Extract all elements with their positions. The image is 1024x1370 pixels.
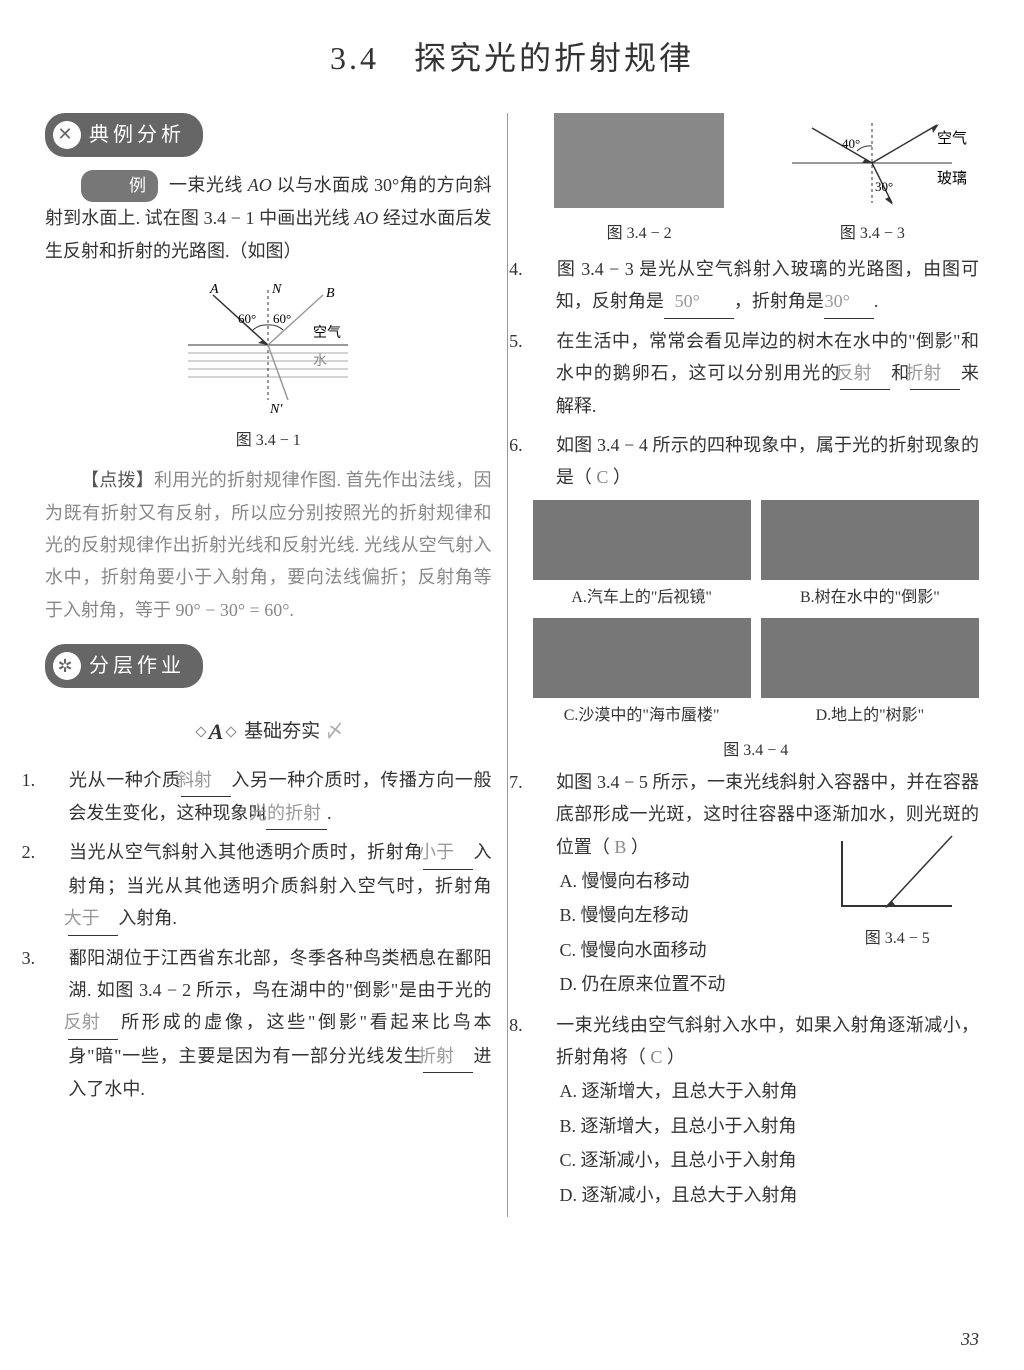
fig-caption-4: 图 3.4 − 4 bbox=[533, 737, 980, 766]
option-row-2: C.沙漠中的"海市蜃楼" D.地上的"树影" bbox=[533, 618, 980, 731]
option-a: A. 逐渐增大，且总大于入射角 bbox=[583, 1075, 979, 1107]
blank-answer: 斜射 bbox=[181, 764, 231, 797]
svg-text:40°: 40° bbox=[842, 136, 860, 151]
mc-answer: C bbox=[596, 467, 608, 487]
tree-icon: ✲ bbox=[53, 652, 81, 680]
mc-answer: B bbox=[614, 837, 626, 857]
photo-placeholder bbox=[533, 500, 751, 580]
photo-placeholder bbox=[761, 618, 979, 698]
svg-text:N': N' bbox=[269, 402, 283, 415]
svg-text:B: B bbox=[326, 286, 335, 301]
option-b: B. 逐渐增大，且总小于入射角 bbox=[583, 1110, 979, 1142]
badge-text-2: 分层作业 bbox=[89, 648, 185, 684]
option-c: C. 逐渐减小，且总小于入射角 bbox=[583, 1144, 979, 1176]
section-badge-examples: ✕ 典例分析 bbox=[45, 113, 203, 157]
mc-answer: C bbox=[650, 1047, 662, 1067]
page-number: 33 bbox=[961, 1323, 979, 1355]
svg-text:60°: 60° bbox=[273, 311, 291, 326]
blank-answer: 小于 bbox=[423, 836, 473, 869]
sub-section-a: A 基础夯实 〆 bbox=[45, 712, 492, 752]
svg-text:30°: 30° bbox=[875, 179, 893, 194]
svg-text:空气: 空气 bbox=[313, 325, 341, 341]
brush-icon: 〆 bbox=[325, 715, 344, 749]
option-a: A.汽车上的"后视镜" bbox=[533, 500, 751, 613]
svg-text:60°: 60° bbox=[238, 311, 256, 326]
container-svg bbox=[832, 831, 962, 913]
svg-text:玻璃: 玻璃 bbox=[937, 170, 967, 187]
option-d: D. 仍在原来位置不动 bbox=[583, 968, 979, 1000]
svg-text:空气: 空气 bbox=[937, 130, 967, 147]
figure-3-4-3: 40° 30° 空气 玻璃 图 3.4 − 3 bbox=[766, 113, 979, 249]
svg-text:N: N bbox=[271, 282, 282, 297]
figure-3-4-5: 图 3.4 − 5 bbox=[839, 831, 979, 954]
right-column: 图 3.4 − 2 40° 30° 空气 玻璃 bbox=[528, 113, 980, 1217]
question-1: 1.光从一种介质斜射入另一种介质时，传播方向一般会发生变化，这种现象叫光的折射. bbox=[45, 764, 492, 831]
option-row-1: A.汽车上的"后视镜" B.树在水中的"倒影" bbox=[533, 500, 980, 613]
figure-3-4-1: A N B N' 60° 60° 空气 水 图 3.4 − 1 bbox=[45, 275, 492, 456]
question-8: 8.一束光线由空气斜射入水中，如果入射角逐渐减小，折射角将（ C ） A. 逐渐… bbox=[533, 1009, 980, 1211]
option-c: C.沙漠中的"海市蜃楼" bbox=[533, 618, 751, 731]
diamond-icon bbox=[195, 726, 206, 737]
blank-answer: 折射 bbox=[423, 1040, 473, 1073]
section-badge-homework: ✲ 分层作业 bbox=[45, 644, 203, 688]
question-2: 2.当光从空气斜射入其他透明介质时，折射角小于入射角；当光从其他透明介质斜射入空… bbox=[45, 836, 492, 935]
blank-answer: 折射 bbox=[910, 357, 960, 390]
fig-caption-1: 图 3.4 − 1 bbox=[45, 427, 492, 456]
two-column-layout: ✕ 典例分析 例 一束光线 AO 以与水面成 30°角的方向斜射到水面上. 试在… bbox=[45, 113, 979, 1217]
badge-text: 典例分析 bbox=[89, 117, 185, 153]
key-icon: ✕ bbox=[53, 121, 81, 149]
photo-placeholder bbox=[533, 618, 751, 698]
option-d: D.地上的"树影" bbox=[761, 618, 979, 731]
diamond-icon bbox=[226, 726, 237, 737]
option-d: D. 逐渐减小，且总大于入射角 bbox=[583, 1179, 979, 1211]
blank-answer: 反射 bbox=[68, 1006, 118, 1039]
page-title: 3.4 探究光的折射规律 bbox=[45, 30, 979, 88]
example-label: 例 bbox=[81, 170, 158, 203]
blank-answer: 大于 bbox=[68, 902, 118, 935]
svg-text:A: A bbox=[209, 282, 219, 297]
refraction-diagram-svg: A N B N' 60° 60° 空气 水 bbox=[168, 275, 368, 415]
svg-text:水: 水 bbox=[313, 353, 327, 369]
question-5: 5.在生活中，常常会看见岸边的树木在水中的"倒影"和水中的鹅卵石，这可以分别用光… bbox=[533, 325, 980, 423]
question-3: 3.鄱阳湖位于江西省东北部，冬季各种鸟类栖息在鄱阳湖. 如图 3.4 − 2 所… bbox=[45, 942, 492, 1106]
blank-answer: 反射 bbox=[840, 357, 890, 390]
photo-placeholder bbox=[554, 113, 724, 208]
question-4: 4.图 3.4 − 3 是光从空气斜射入玻璃的光路图，由图可知，反射角是50°，… bbox=[533, 253, 980, 319]
question-7: 7.如图 3.4 − 5 所示，一束光线斜射入容器中，并在容器底部形成一光斑，这… bbox=[533, 766, 980, 1003]
example-paragraph: 例 一束光线 AO 以与水面成 30°角的方向斜射到水面上. 试在图 3.4 −… bbox=[45, 169, 492, 267]
question-6: 6.如图 3.4 − 4 所示的四种现象中，属于光的折射现象的是（ C ） bbox=[533, 429, 980, 494]
photo-placeholder bbox=[761, 500, 979, 580]
top-figures-row: 图 3.4 − 2 40° 30° 空气 玻璃 bbox=[533, 113, 980, 249]
option-b: B.树在水中的"倒影" bbox=[761, 500, 979, 613]
figure-3-4-2: 图 3.4 − 2 bbox=[533, 113, 746, 249]
blank-answer: 50° bbox=[664, 285, 734, 318]
option-list-8: A. 逐渐增大，且总大于入射角 B. 逐渐增大，且总小于入射角 C. 逐渐减小，… bbox=[556, 1075, 979, 1211]
refraction-glass-svg: 40° 30° 空气 玻璃 bbox=[777, 113, 967, 208]
left-column: ✕ 典例分析 例 一束光线 AO 以与水面成 30°角的方向斜射到水面上. 试在… bbox=[45, 113, 508, 1217]
blank-answer: 30° bbox=[824, 285, 874, 318]
hint-paragraph: 【点拨】利用光的折射规律作图. 首先作出法线，因为既有折射又有反射，所以应分别按… bbox=[45, 464, 492, 626]
blank-answer: 光的折射 bbox=[266, 797, 327, 830]
